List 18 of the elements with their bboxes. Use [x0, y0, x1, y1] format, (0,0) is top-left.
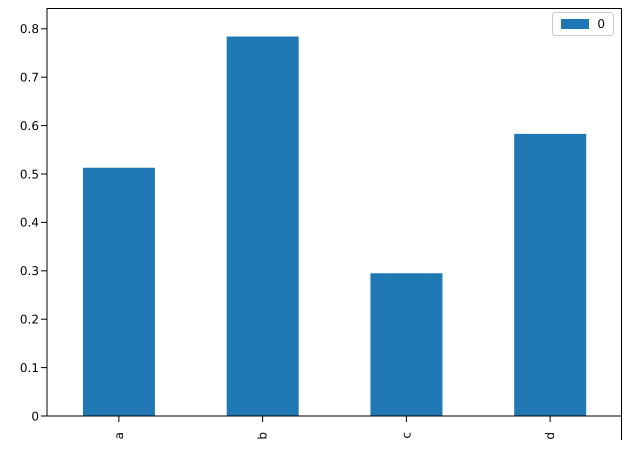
- x-tick-label: d: [543, 432, 558, 440]
- legend-label: 0: [597, 17, 605, 31]
- bar: [82, 168, 155, 416]
- y-tick-label: 0.4: [20, 216, 39, 230]
- y-tick-label: 0: [31, 409, 39, 424]
- bar: [226, 36, 299, 416]
- x-tick-label: a: [112, 432, 126, 440]
- x-tick-label: b: [256, 432, 270, 440]
- y-tick-label: 0.5: [20, 167, 39, 182]
- y-tick-label: 0.8: [20, 22, 39, 36]
- bar: [370, 273, 442, 416]
- y-tick-label: 0.6: [20, 118, 39, 133]
- x-tick-label: c: [399, 432, 414, 439]
- bar: [514, 134, 586, 416]
- y-tick-label: 0.7: [20, 70, 39, 84]
- y-tick-label: 0.2: [20, 312, 39, 326]
- y-tick-label: 0.3: [20, 264, 39, 278]
- y-tick-label: 0.1: [20, 360, 39, 375]
